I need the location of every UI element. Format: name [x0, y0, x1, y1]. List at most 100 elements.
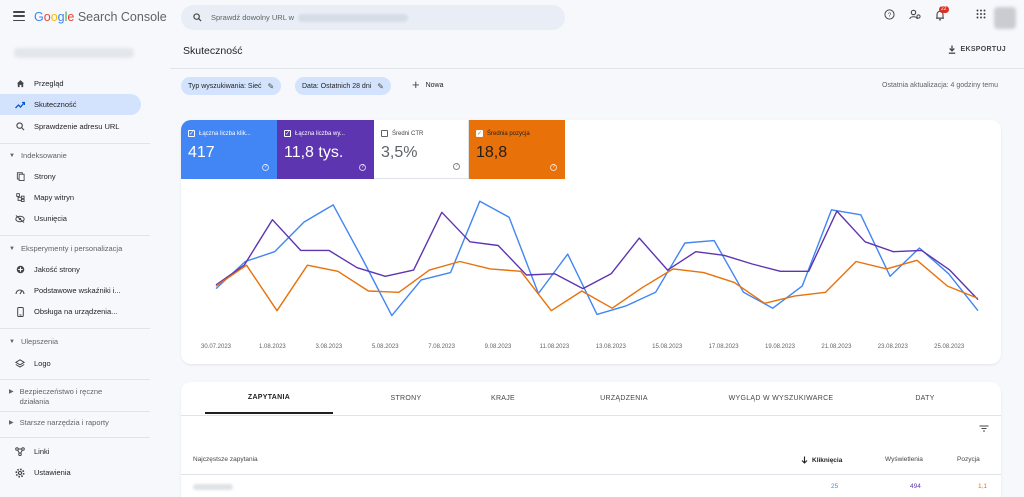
x-tick-label: 15.08.2023 — [652, 344, 683, 350]
export-button[interactable]: EKSPORTUJ — [948, 45, 1007, 54]
section-title-line: Bezpieczeństwo i ręczne — [19, 387, 103, 396]
sidebar-divider — [0, 143, 150, 144]
info-icon[interactable]: ? — [359, 164, 366, 171]
sidebar-item-removals[interactable]: Usunięcia — [0, 208, 141, 229]
sidebar-item-performance[interactable]: Skuteczność — [0, 94, 141, 115]
property-selector[interactable] — [14, 48, 134, 58]
sidebar-item-label: Linki — [34, 447, 50, 456]
sidebar-item-label: Strony — [34, 172, 56, 181]
sidebar-item-mobile-usability[interactable]: Obsługa na urządzenia... — [0, 301, 141, 322]
table-row[interactable]: 25 494 1,1 — [181, 475, 1001, 497]
info-icon[interactable]: ? — [262, 164, 269, 171]
series-line-clicks — [215, 200, 979, 317]
column-header-position[interactable]: Pozycja — [957, 456, 980, 463]
gauge-icon — [15, 286, 25, 296]
notifications-icon[interactable]: 22 — [934, 6, 949, 21]
tab-countries[interactable]: KRAJE — [490, 394, 516, 402]
section-title: Indeksowanie — [20, 151, 67, 160]
section-enhancements-header[interactable]: ▼ Ulepszenia — [9, 337, 58, 347]
section-title-line: działania — [19, 397, 50, 406]
url-inspection-search[interactable]: Sprawdź dowolny URL w — [181, 5, 565, 30]
tab-dates[interactable]: DATY — [915, 394, 935, 402]
metric-card-impressions[interactable]: ✓ Łączna liczba wy... 11,8 tys. ? — [277, 120, 374, 179]
metric-card-position[interactable]: ✓ Średnia pozycja 18,8 ? — [469, 120, 565, 179]
last-update-text: Ostatnia aktualizacja: 4 godziny temu — [882, 82, 998, 89]
checkbox-checked-icon: ✓ — [476, 130, 483, 137]
sitemap-icon — [15, 193, 25, 203]
sidebar-item-core-web-vitals[interactable]: Podstawowe wskaźniki i... — [0, 280, 141, 301]
series-line-position — [215, 259, 979, 312]
column-header-query[interactable]: Najczęstsze zapytania — [193, 456, 258, 463]
x-tick-label: 9.08.2023 — [485, 344, 512, 350]
section-title: Bezpieczeństwo i ręczne działania — [20, 387, 103, 407]
mobile-icon — [15, 306, 25, 317]
metric-card-ctr[interactable]: Średni CTR 3,5% ? — [374, 120, 469, 179]
main-content: Skuteczność EKSPORTUJ Typ wyszukiwania: … — [150, 36, 1024, 497]
series-line-impressions — [215, 210, 979, 301]
section-security-header[interactable]: ▶ Bezpieczeństwo i ręczne działania — [9, 387, 102, 407]
removals-icon — [15, 214, 25, 224]
section-title: Eksperymenty i personalizacja — [20, 244, 123, 253]
sidebar-item-url-inspection[interactable]: Sprawdzenie adresu URL — [0, 116, 141, 137]
info-icon[interactable]: ? — [550, 164, 557, 171]
query-cell-redacted — [193, 484, 233, 490]
performance-line-chart: 30.07.2023 1.08.2023 3.08.2023 5.08.2023 7.0… — [201, 200, 979, 350]
download-icon — [948, 45, 955, 54]
section-experience-header[interactable]: ▼ Eksperymenty i personalizacja — [9, 244, 122, 254]
sidebar-item-pages[interactable]: Strony — [0, 166, 141, 187]
section-indexing-header[interactable]: ▼ Indeksowanie — [9, 151, 67, 161]
date-filter-chip[interactable]: Data: Ostatnich 28 dni ✎ — [295, 77, 391, 95]
tabs-divider — [181, 415, 1001, 416]
metric-header: ✓ Średnia pozycja — [476, 130, 565, 137]
manage-users-icon[interactable] — [909, 9, 921, 20]
pages-icon — [15, 172, 25, 182]
checkbox-unchecked-icon — [381, 130, 388, 137]
performance-chart-card: ✓ Łączna liczba klik... 417 ? ✓ Łączna lic… — [181, 120, 1001, 364]
tab-pages[interactable]: STRONY — [390, 394, 422, 402]
tab-devices[interactable]: URZĄDZENIA — [600, 394, 648, 402]
info-icon[interactable]: ? — [453, 163, 460, 170]
sidebar-item-overview[interactable]: Przegląd — [0, 73, 141, 94]
sidebar-divider — [0, 328, 150, 329]
account-avatar[interactable] — [994, 7, 1016, 29]
sidebar-item-settings[interactable]: Ustawienia — [0, 462, 141, 483]
search-console-logo[interactable]: Google Search Console — [34, 10, 167, 24]
x-tick-label: 23.08.2023 — [878, 344, 909, 350]
sidebar-divider — [0, 437, 150, 438]
sidebar-item-label: Logo — [34, 359, 51, 368]
apps-grid-icon[interactable] — [976, 9, 986, 19]
edit-pencil-icon: ✎ — [267, 81, 275, 91]
checkbox-checked-icon: ✓ — [188, 130, 195, 137]
data-table-card: ZAPYTANIA STRONY KRAJE URZĄDZENIA WYGLĄD… — [181, 382, 1001, 497]
checkbox-checked-icon: ✓ — [284, 130, 291, 137]
tab-queries[interactable]: ZAPYTANIA — [205, 382, 333, 414]
sidebar-divider — [0, 379, 150, 380]
edit-pencil-icon: ✎ — [377, 81, 384, 91]
sidebar-item-sitemaps[interactable]: Mapy witryn — [0, 187, 141, 208]
sort-arrow-down-icon — [801, 456, 808, 464]
page-quality-icon — [15, 265, 25, 275]
metric-value: 18,8 — [476, 144, 508, 161]
tab-search-appearance[interactable]: WYGLĄD W WYSZUKIWARCE — [728, 394, 834, 402]
column-header-clicks[interactable]: Kliknięcia — [801, 456, 842, 464]
clicks-cell: 25 — [831, 483, 839, 490]
sidebar-item-logo[interactable]: Logo — [0, 353, 141, 374]
column-header-impressions[interactable]: Wyświetlenia — [885, 456, 923, 463]
sidebar-item-links[interactable]: Linki — [0, 441, 141, 462]
section-legacy-header[interactable]: ▶ Starsze narzędzia i raporty — [9, 418, 109, 428]
sidebar-item-label: Mapy witryn — [34, 193, 75, 202]
filter-rows-icon[interactable] — [979, 425, 989, 434]
metric-card-clicks[interactable]: ✓ Łączna liczba klik... 417 ? — [181, 120, 277, 179]
new-filter-button[interactable]: + Nowa — [412, 78, 444, 91]
settings-icon — [15, 467, 25, 478]
sidebar-item-label: Ustawienia — [34, 468, 71, 477]
search-icon — [15, 122, 25, 132]
section-title: Ulepszenia — [20, 337, 59, 346]
search-type-filter-chip[interactable]: Typ wyszukiwania: Sieć ✎ — [181, 77, 282, 95]
sidebar-item-page-experience[interactable]: Jakość strony — [0, 259, 141, 280]
help-icon[interactable]: ? — [884, 9, 895, 20]
logo-product-text: Search Console — [77, 10, 167, 24]
x-tick-label: 25.08.2023 — [934, 344, 965, 350]
sidebar-item-label: Usunięcia — [34, 214, 67, 223]
main-menu-icon[interactable] — [13, 11, 25, 21]
